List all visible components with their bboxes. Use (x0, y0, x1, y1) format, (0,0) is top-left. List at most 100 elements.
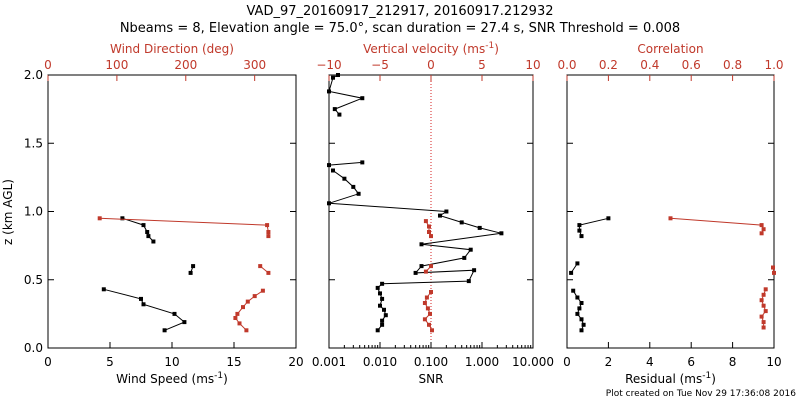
top-tick-label: −5 (371, 58, 389, 72)
data-point (145, 230, 150, 234)
bottom-tick-label: 0.001 (312, 355, 346, 369)
figure-title-line-2: Nbeams = 8, Elevation angle = 75.0°, sca… (120, 21, 680, 36)
plot-created-note: Plot created on Tue Nov 29 17:36:08 2016 (606, 389, 796, 399)
top-tick-label: 5 (478, 58, 486, 72)
plot-frame (47, 74, 297, 349)
data-point (761, 320, 766, 325)
data-point (351, 184, 356, 189)
data-point (763, 287, 768, 292)
bottom-tick-label: 0 (44, 355, 52, 369)
data-point (139, 296, 143, 301)
bottom-axis-label: SNR (419, 372, 444, 386)
panel-wind: 0 5 10 15 20 Wind Speed (ms-1) 0 100 200 300 Wind … (24, 42, 304, 386)
bottom-tick-label: 0 (563, 355, 571, 369)
panel-snr: 0.001 0.010 0.100 1.000 10.000 SNR −10 −5 0 5 10 Ve… (312, 41, 554, 386)
data-point (266, 230, 271, 234)
figure-title-line-1: VAD_97_20160917_212917, 20160917.212932 (247, 4, 554, 19)
data-point (245, 299, 250, 304)
data-point (258, 264, 263, 269)
data-point (331, 168, 335, 173)
data-point (235, 311, 240, 316)
data-point (466, 279, 471, 284)
bottom-tick-label: 8 (729, 355, 737, 369)
y-tick-label: 0.0 (24, 341, 43, 355)
data-point (423, 219, 428, 224)
data-point (182, 320, 187, 325)
bottom-tick-label: 5 (106, 355, 114, 369)
data-point (430, 328, 434, 333)
data-point (422, 317, 427, 322)
data-point (761, 292, 766, 297)
bottom-tick-label: 15 (226, 355, 241, 369)
data-point (472, 268, 477, 273)
data-point (360, 96, 365, 101)
data-point (759, 231, 764, 236)
top-tick-label: 1.0 (764, 58, 783, 72)
data-point (141, 223, 146, 228)
series-line (103, 288, 186, 331)
data-point (759, 223, 764, 228)
data-point (575, 295, 580, 300)
top-tick-label: 0.2 (599, 58, 618, 72)
top-tick-label: 10 (525, 58, 540, 72)
data-point (233, 316, 238, 320)
top-tick-label: 0 (427, 58, 435, 72)
series-line (328, 170, 502, 331)
data-point (569, 270, 574, 275)
plot-frame (328, 74, 534, 349)
top-axis-label: Wind Direction (deg) (110, 42, 234, 56)
data-point (252, 294, 257, 299)
data-point (360, 160, 365, 165)
data-point (342, 176, 347, 181)
data-point (141, 302, 146, 307)
data-point (772, 270, 776, 275)
data-point (477, 225, 482, 230)
data-point (151, 239, 156, 244)
data-point (427, 224, 431, 229)
data-point (162, 328, 167, 333)
data-point (266, 270, 271, 275)
top-tick-label: 300 (243, 58, 266, 72)
bottom-tick-label: 20 (288, 355, 303, 369)
data-point (422, 301, 427, 305)
data-point (337, 112, 342, 117)
data-point (332, 107, 337, 112)
bottom-tick-label: 4 (646, 355, 654, 369)
data-point (763, 309, 768, 314)
data-point (191, 264, 196, 269)
top-tick-label: 0.0 (557, 58, 576, 72)
data-point (427, 322, 431, 327)
data-point (579, 317, 584, 322)
data-point (327, 201, 331, 206)
panel-residual: 0 2 4 6 8 10 Residual (ms-1) 0.0 0.2 0.4 0.6 0.8 1.0… (557, 42, 783, 386)
data-point (380, 318, 385, 323)
data-point (579, 328, 584, 333)
data-point (419, 242, 424, 247)
data-point (241, 305, 245, 310)
data-point (327, 163, 331, 168)
data-point (429, 290, 433, 294)
data-point (499, 231, 504, 236)
data-point (575, 311, 580, 316)
series-line (670, 217, 765, 234)
data-point (423, 269, 428, 274)
data-point (606, 216, 611, 221)
data-point (771, 265, 775, 270)
bottom-tick-label: 10 (164, 355, 179, 369)
bottom-tick-label: 10.000 (512, 355, 554, 369)
bottom-tick-label: 6 (687, 355, 695, 369)
data-point (577, 306, 582, 311)
data-point (579, 234, 584, 239)
data-point (336, 73, 340, 77)
plot-frame (566, 74, 775, 349)
data-point (759, 298, 764, 303)
data-point (380, 322, 385, 327)
data-point (327, 89, 331, 94)
data-point (429, 264, 433, 269)
top-tick-label: 0.6 (682, 58, 701, 72)
data-point (188, 270, 193, 275)
top-axis-label: Vertical velocity (ms-1) (363, 41, 499, 56)
data-point (382, 307, 386, 312)
data-point (120, 216, 125, 221)
data-point (331, 75, 335, 80)
